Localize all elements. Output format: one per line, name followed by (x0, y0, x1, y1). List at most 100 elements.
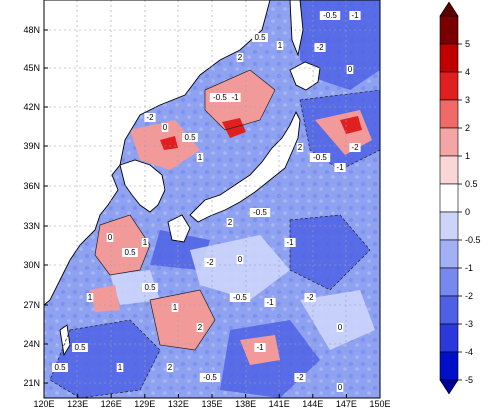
contour-label: 0.5 (254, 33, 266, 42)
colorbar-level-label: -0.5 (465, 235, 481, 245)
land-masses (44, 0, 321, 357)
colorbar-bin (439, 351, 459, 381)
contour-label-bg (252, 33, 268, 42)
contour-label: -0.5 (323, 11, 337, 20)
lon-tick-label: 141E (269, 399, 290, 408)
colorbar-top-arrow (439, 1, 459, 17)
colorbar-bin (439, 15, 459, 45)
lat-tick-label: 48N (23, 25, 40, 35)
lon-tick-label: 150E (369, 399, 390, 408)
contour-label-bg (209, 93, 231, 102)
contour-label: 0.5 (54, 363, 66, 372)
contour-label: -1 (351, 11, 359, 20)
contour-label: -2 (306, 293, 314, 302)
contour-label-bg (236, 255, 244, 264)
contour-label-bg (171, 303, 179, 312)
lon-tick-label: 144E (302, 399, 323, 408)
contour-label: -0.5 (253, 208, 267, 217)
contour-label: -0.5 (313, 153, 327, 162)
contour-label-bg (166, 363, 174, 372)
contour-label-bg (196, 153, 204, 162)
contour-label: -1 (286, 238, 294, 247)
korea-peninsula (119, 159, 166, 213)
colorbar-bin (439, 43, 459, 73)
contour-label: -2 (316, 43, 324, 52)
contour-label: -1 (256, 343, 264, 352)
colorbar-level-label: -4 (465, 347, 473, 357)
strong-positive-regions (160, 116, 362, 150)
contour-label: -2 (146, 113, 154, 122)
contour-label-bg (314, 43, 326, 52)
contour-label: 0 (338, 383, 343, 392)
lon-tick-label: 138E (235, 399, 256, 408)
contour-label-bg (229, 293, 251, 302)
contour-label-bg (236, 53, 244, 62)
japan-hokkaido (289, 61, 321, 91)
lat-tick-label: 27N (23, 300, 40, 310)
longitude-tick-labels: 120E 123E 126E 129E 132E 135E 138E 141E 144E 147E… (33, 394, 391, 408)
japan-kyushu (167, 214, 191, 243)
contour-label: 2 (198, 323, 203, 332)
colorbar-bin (439, 239, 459, 269)
colorbar-bin (439, 267, 459, 297)
lat-tick-label: 39N (23, 141, 40, 151)
contour-label-bg (319, 11, 341, 20)
colorbar-bin (439, 99, 459, 129)
contour-label: 0.5 (124, 248, 136, 257)
colorbar-bin (439, 71, 459, 101)
lon-tick-label: 147E (336, 399, 357, 408)
colorbar-level-label: -1 (465, 263, 473, 273)
contour-label: 1 (198, 153, 203, 162)
colorbar-bin (439, 183, 459, 213)
contour-label-bg (141, 238, 149, 247)
latitude-tick-labels: 48N 45N 42N 39N 36N 33N 30N 27N 24N 21N (23, 25, 48, 388)
contour-label: 0 (348, 65, 353, 74)
contour-label-bg (199, 373, 221, 382)
contour-label-bg (106, 233, 114, 242)
contour-label: 0.5 (74, 343, 86, 352)
contour-label-bg (336, 383, 344, 392)
grid-lines (44, 0, 380, 398)
contour-label-bg (249, 208, 271, 217)
contour-label: -0.5 (233, 293, 247, 302)
lon-tick-label: 123E (67, 399, 88, 408)
colorbar-level-label: -3 (465, 319, 473, 329)
lon-tick-label: 135E (201, 399, 222, 408)
weak-anomaly-regions (110, 235, 375, 350)
contour-label-bg (142, 283, 158, 292)
japan-honshu (189, 110, 301, 223)
contour-label: 0 (163, 123, 168, 132)
lon-tick-label: 126E (101, 399, 122, 408)
contour-label-bg (334, 163, 346, 172)
lat-tick-label: 30N (23, 260, 40, 270)
contour-label-bg (346, 65, 354, 74)
contour-label: 0 (108, 233, 113, 242)
colorbar-level-label: 0 (465, 207, 470, 217)
contour-label-bg (309, 153, 331, 162)
contour-label: -0.5 (203, 373, 217, 382)
colorbar-bin (439, 295, 459, 325)
colorbar-bin (439, 155, 459, 185)
colorbar-level-label: -5 (465, 375, 473, 385)
colorbar-level-label: -2 (465, 291, 473, 301)
lon-tick-label: 129E (134, 399, 155, 408)
colorbar-level-label: 0.5 (465, 179, 478, 189)
contour-label: 1 (143, 238, 148, 247)
lat-tick-label: 21N (23, 378, 40, 388)
contour-label: 2 (168, 363, 173, 372)
contour-label-bg (264, 298, 276, 307)
contour-label-bg (86, 293, 94, 302)
contour-label: -2 (206, 258, 214, 267)
contour-label-bg (229, 93, 241, 102)
contour-label-bg (349, 143, 361, 152)
contour-label: 0.5 (144, 283, 156, 292)
contour-label-bg (122, 248, 138, 257)
contour-label-bg (294, 373, 306, 382)
contour-label-bg (296, 143, 304, 152)
contour-label: -1 (266, 298, 274, 307)
lat-tick-label: 33N (23, 221, 40, 231)
contour-label-layer: -0.5 -1 -2 0 0.5 1 2 -0.5 -1 -2 0 0.5 1 2 -0.5 -1 -2 0 0.5… (52, 11, 361, 392)
contour-label: 2 (298, 143, 303, 152)
contour-label: 2 (238, 53, 243, 62)
